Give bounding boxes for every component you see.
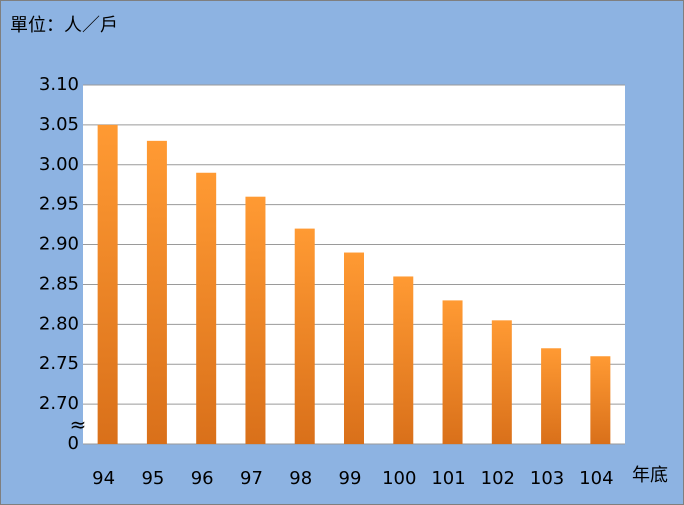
x-tick-label: 103	[530, 468, 564, 489]
bar	[491, 320, 512, 444]
bar	[541, 348, 562, 444]
bar	[590, 356, 611, 444]
x-tick-label: 101	[431, 468, 465, 489]
y-tick-label: 2.80	[39, 313, 79, 334]
x-tick-label: 100	[382, 468, 416, 489]
bar	[393, 276, 414, 444]
y-tick-label: 2.90	[39, 234, 79, 255]
y-tick-label: 3.10	[39, 74, 79, 95]
bar	[344, 252, 364, 444]
bar	[294, 228, 315, 444]
y-tick-label: 3.00	[39, 154, 79, 175]
bar	[442, 300, 463, 444]
x-tick-label: 99	[339, 468, 362, 489]
axis-break: ≈	[70, 413, 87, 437]
x-tick-label: 96	[191, 468, 214, 489]
bar	[245, 196, 266, 444]
y-tick-label: 2.85	[39, 273, 79, 294]
x-tick-label: 104	[579, 468, 613, 489]
chart-title: 單位：人／戶	[10, 15, 118, 36]
y-tick-label: 2.75	[39, 353, 79, 374]
y-tick-label: 3.05	[39, 114, 79, 135]
y-tick-label: 2.70	[39, 393, 79, 414]
bar	[97, 124, 118, 444]
y-tick-label: 0	[68, 433, 79, 454]
x-tick-label: 94	[92, 468, 115, 489]
bar	[196, 172, 217, 444]
x-axis-label: 年底	[632, 465, 668, 486]
bar	[146, 140, 167, 444]
x-tick-label: 98	[289, 468, 312, 489]
x-tick-label: 97	[240, 468, 263, 489]
y-tick-label: 2.95	[39, 194, 79, 215]
x-tick-label: 102	[481, 468, 515, 489]
x-tick-label: 95	[141, 468, 164, 489]
